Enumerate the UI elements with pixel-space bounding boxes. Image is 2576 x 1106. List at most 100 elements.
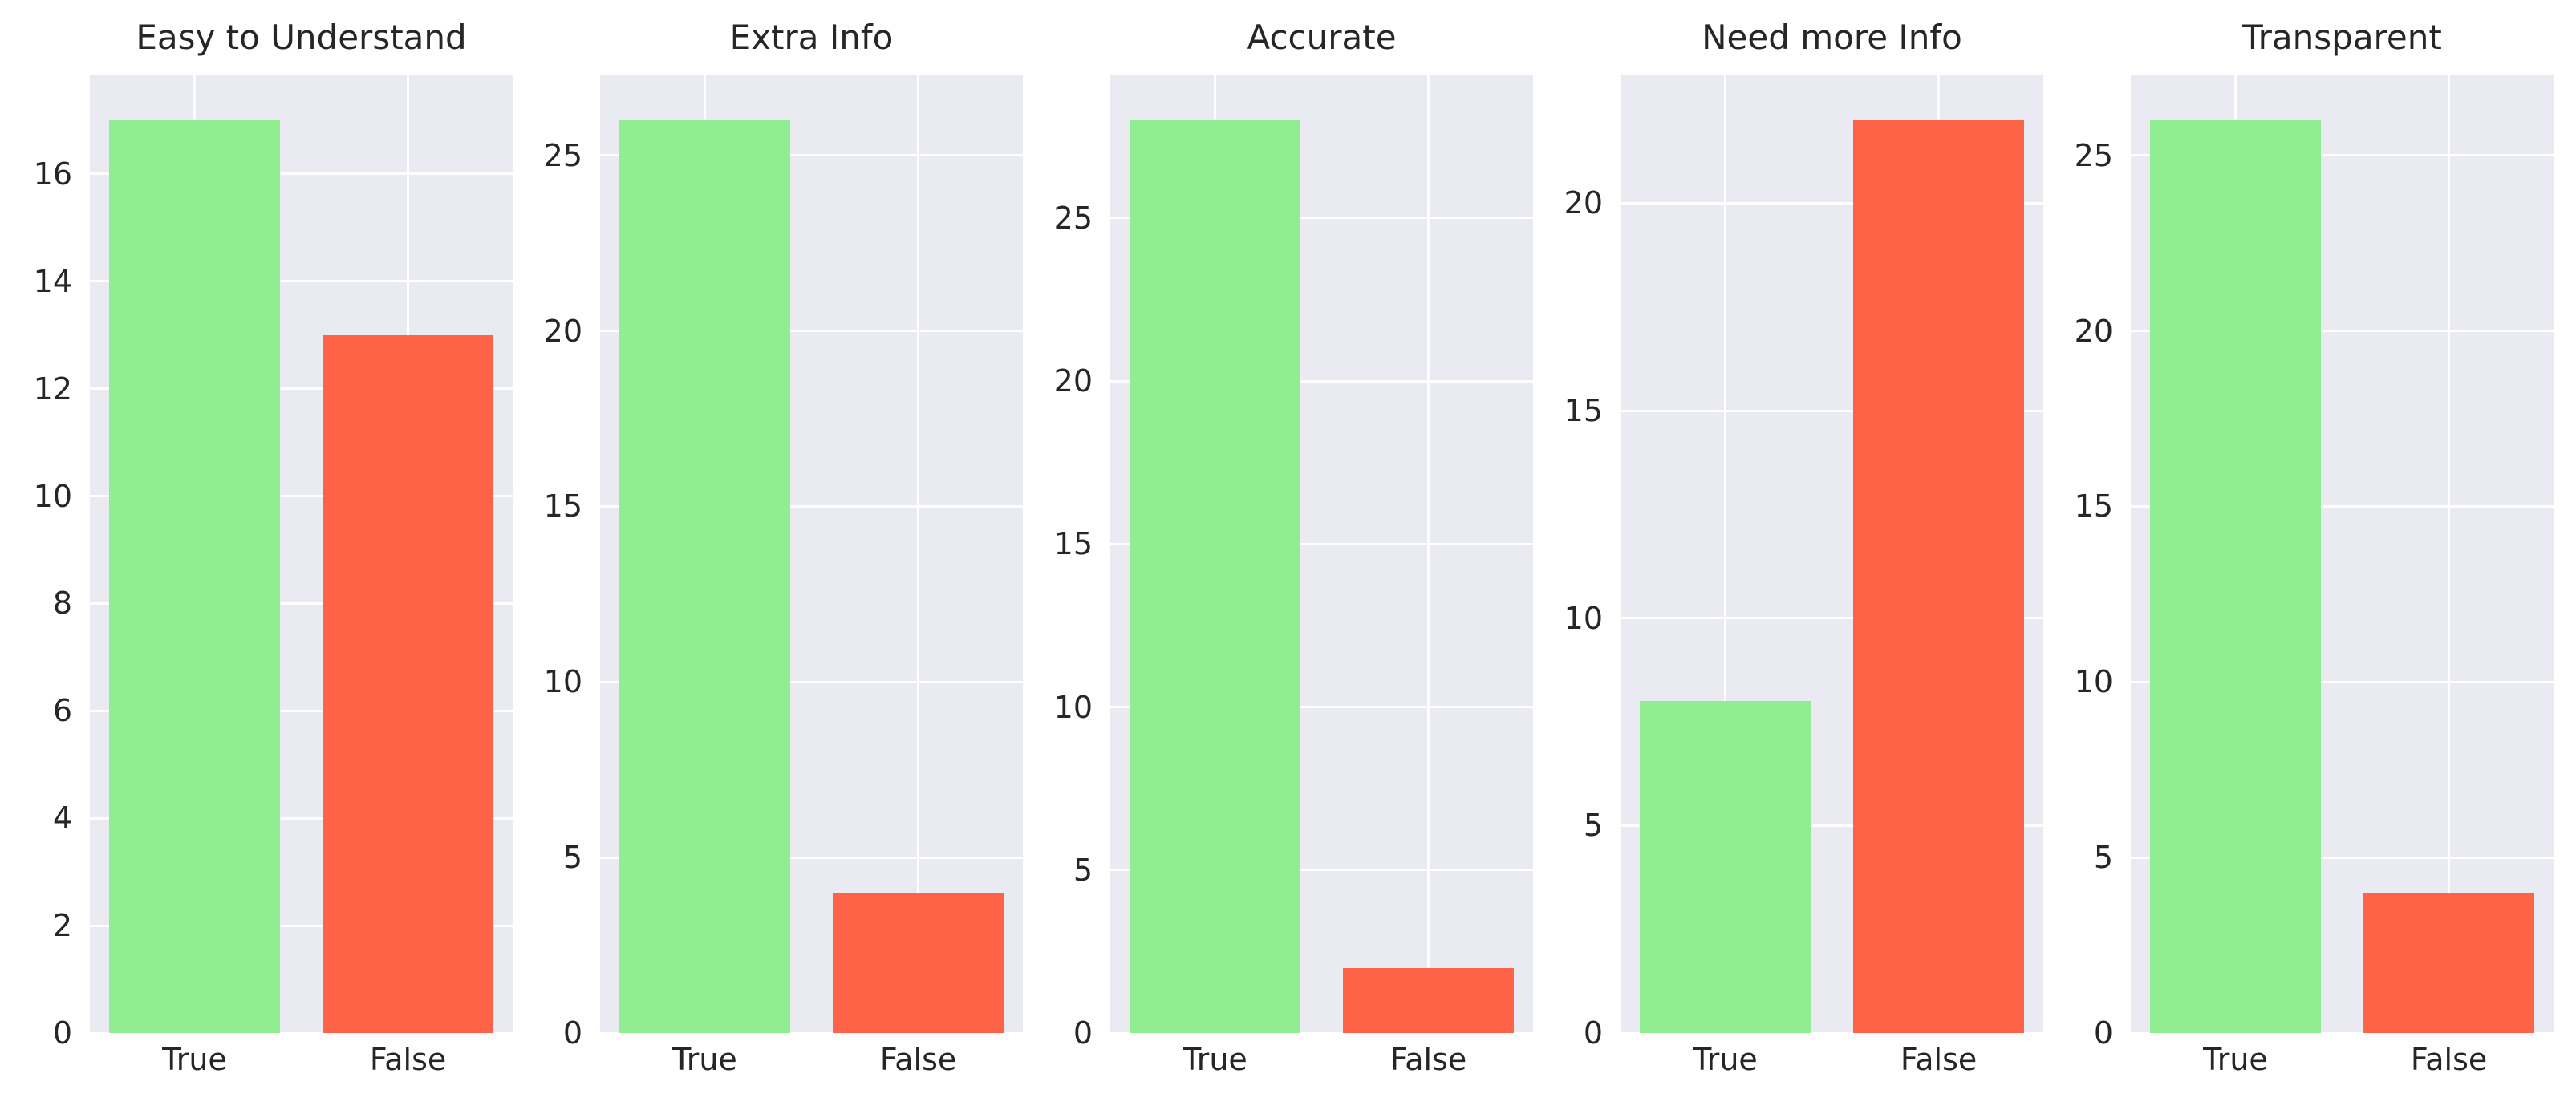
chart-title: Need more Info	[1702, 18, 1962, 57]
chart-title: Transparent	[2242, 18, 2442, 57]
y-tick-label: 16	[33, 156, 72, 192]
gridline-h	[1110, 542, 1533, 545]
y-tick-label: 20	[543, 313, 582, 349]
y-tick-label: 15	[1564, 393, 1603, 429]
y-tick-label: 10	[1053, 689, 1093, 725]
gridline-h	[1110, 706, 1533, 709]
gridline-v	[2233, 75, 2237, 1033]
gridline-h	[600, 154, 1023, 157]
x-tick-label: True	[2203, 1042, 2268, 1077]
gridline-h	[1110, 1031, 1533, 1033]
gridline-h	[2131, 154, 2554, 157]
y-tick-label: 20	[2074, 313, 2113, 349]
chart-title: Extra Info	[729, 18, 894, 57]
gridline-v	[917, 75, 920, 1033]
bar-true	[108, 120, 280, 1033]
x-tick-label: True	[672, 1042, 737, 1077]
y-tick-label: 0	[1073, 1015, 1093, 1051]
gridline-h	[1110, 869, 1533, 872]
y-tick-label: 10	[1564, 600, 1603, 636]
y-tick-label: 15	[1053, 526, 1093, 562]
chart-title: Accurate	[1247, 18, 1397, 57]
y-tick-label: 6	[52, 693, 72, 729]
x-tick-label: True	[1183, 1042, 1247, 1077]
y-tick-label: 5	[2093, 840, 2113, 876]
gridline-v	[1427, 75, 1430, 1033]
plot-area	[2131, 75, 2554, 1033]
gridline-h	[90, 602, 513, 605]
gridline-v	[407, 75, 410, 1033]
x-tick-label: False	[1389, 1042, 1467, 1077]
gridline-h	[1621, 409, 2043, 412]
bar-false	[323, 334, 494, 1033]
bar-true	[1129, 120, 1300, 1033]
gridline-h	[600, 330, 1023, 333]
x-tick-label: False	[879, 1042, 957, 1077]
y-tick-label: 2	[52, 908, 72, 944]
x-tick-label: False	[2410, 1042, 2488, 1077]
plot-area	[90, 75, 513, 1033]
bar-true	[619, 120, 790, 1033]
gridline-h	[600, 680, 1023, 683]
y-tick-label: 10	[33, 478, 72, 514]
bar-true	[1639, 701, 1811, 1033]
x-tick-label: False	[369, 1042, 447, 1077]
bar-false	[833, 892, 1004, 1033]
y-tick-label: 8	[52, 585, 72, 622]
y-tick-label: 25	[543, 137, 582, 173]
bar-true	[2149, 120, 2321, 1033]
gridline-h	[1621, 201, 2043, 205]
y-tick-label: 5	[562, 840, 582, 876]
y-tick-label: 25	[2074, 137, 2113, 173]
y-tick-label: 0	[2093, 1015, 2113, 1051]
gridline-h	[90, 816, 513, 820]
gridline-h	[1621, 1031, 2043, 1033]
plot-area	[600, 75, 1023, 1033]
chart-title: Easy to Understand	[136, 18, 467, 57]
gridline-h	[2131, 330, 2554, 333]
gridline-h	[600, 1031, 1023, 1033]
gridline-h	[1621, 824, 2043, 827]
bar-false	[1343, 967, 1515, 1033]
gridline-v	[1213, 75, 1216, 1033]
y-tick-label: 20	[1053, 363, 1093, 399]
gridline-h	[600, 504, 1023, 508]
y-tick-label: 0	[1583, 1015, 1603, 1051]
x-tick-label: True	[1693, 1042, 1758, 1077]
y-tick-label: 5	[1583, 808, 1603, 844]
gridline-h	[1110, 217, 1533, 220]
y-tick-label: 25	[1053, 200, 1093, 236]
gridline-v	[193, 75, 196, 1033]
gridline-v	[703, 75, 706, 1033]
y-tick-label: 14	[33, 263, 72, 299]
gridline-h	[2131, 856, 2554, 859]
y-tick-label: 10	[2074, 664, 2113, 700]
gridline-v	[1937, 75, 1941, 1033]
bar-false	[1853, 120, 2025, 1033]
gridline-h	[2131, 504, 2554, 508]
gridline-h	[90, 387, 513, 391]
y-tick-label: 0	[52, 1015, 72, 1051]
gridline-h	[1110, 379, 1533, 383]
y-tick-label: 5	[1073, 852, 1093, 888]
plot-area	[1621, 75, 2043, 1033]
gridline-h	[90, 172, 513, 176]
y-tick-label: 4	[52, 800, 72, 837]
gridline-h	[90, 1031, 513, 1033]
gridline-h	[90, 924, 513, 927]
bar-false	[2363, 892, 2535, 1033]
gridline-h	[90, 280, 513, 283]
gridline-v	[1723, 75, 1726, 1033]
y-tick-label: 12	[33, 371, 72, 407]
y-tick-label: 20	[1564, 185, 1603, 221]
gridline-h	[600, 856, 1023, 859]
gridline-h	[2131, 1031, 2554, 1033]
gridline-v	[2448, 75, 2451, 1033]
gridline-h	[1621, 617, 2043, 620]
